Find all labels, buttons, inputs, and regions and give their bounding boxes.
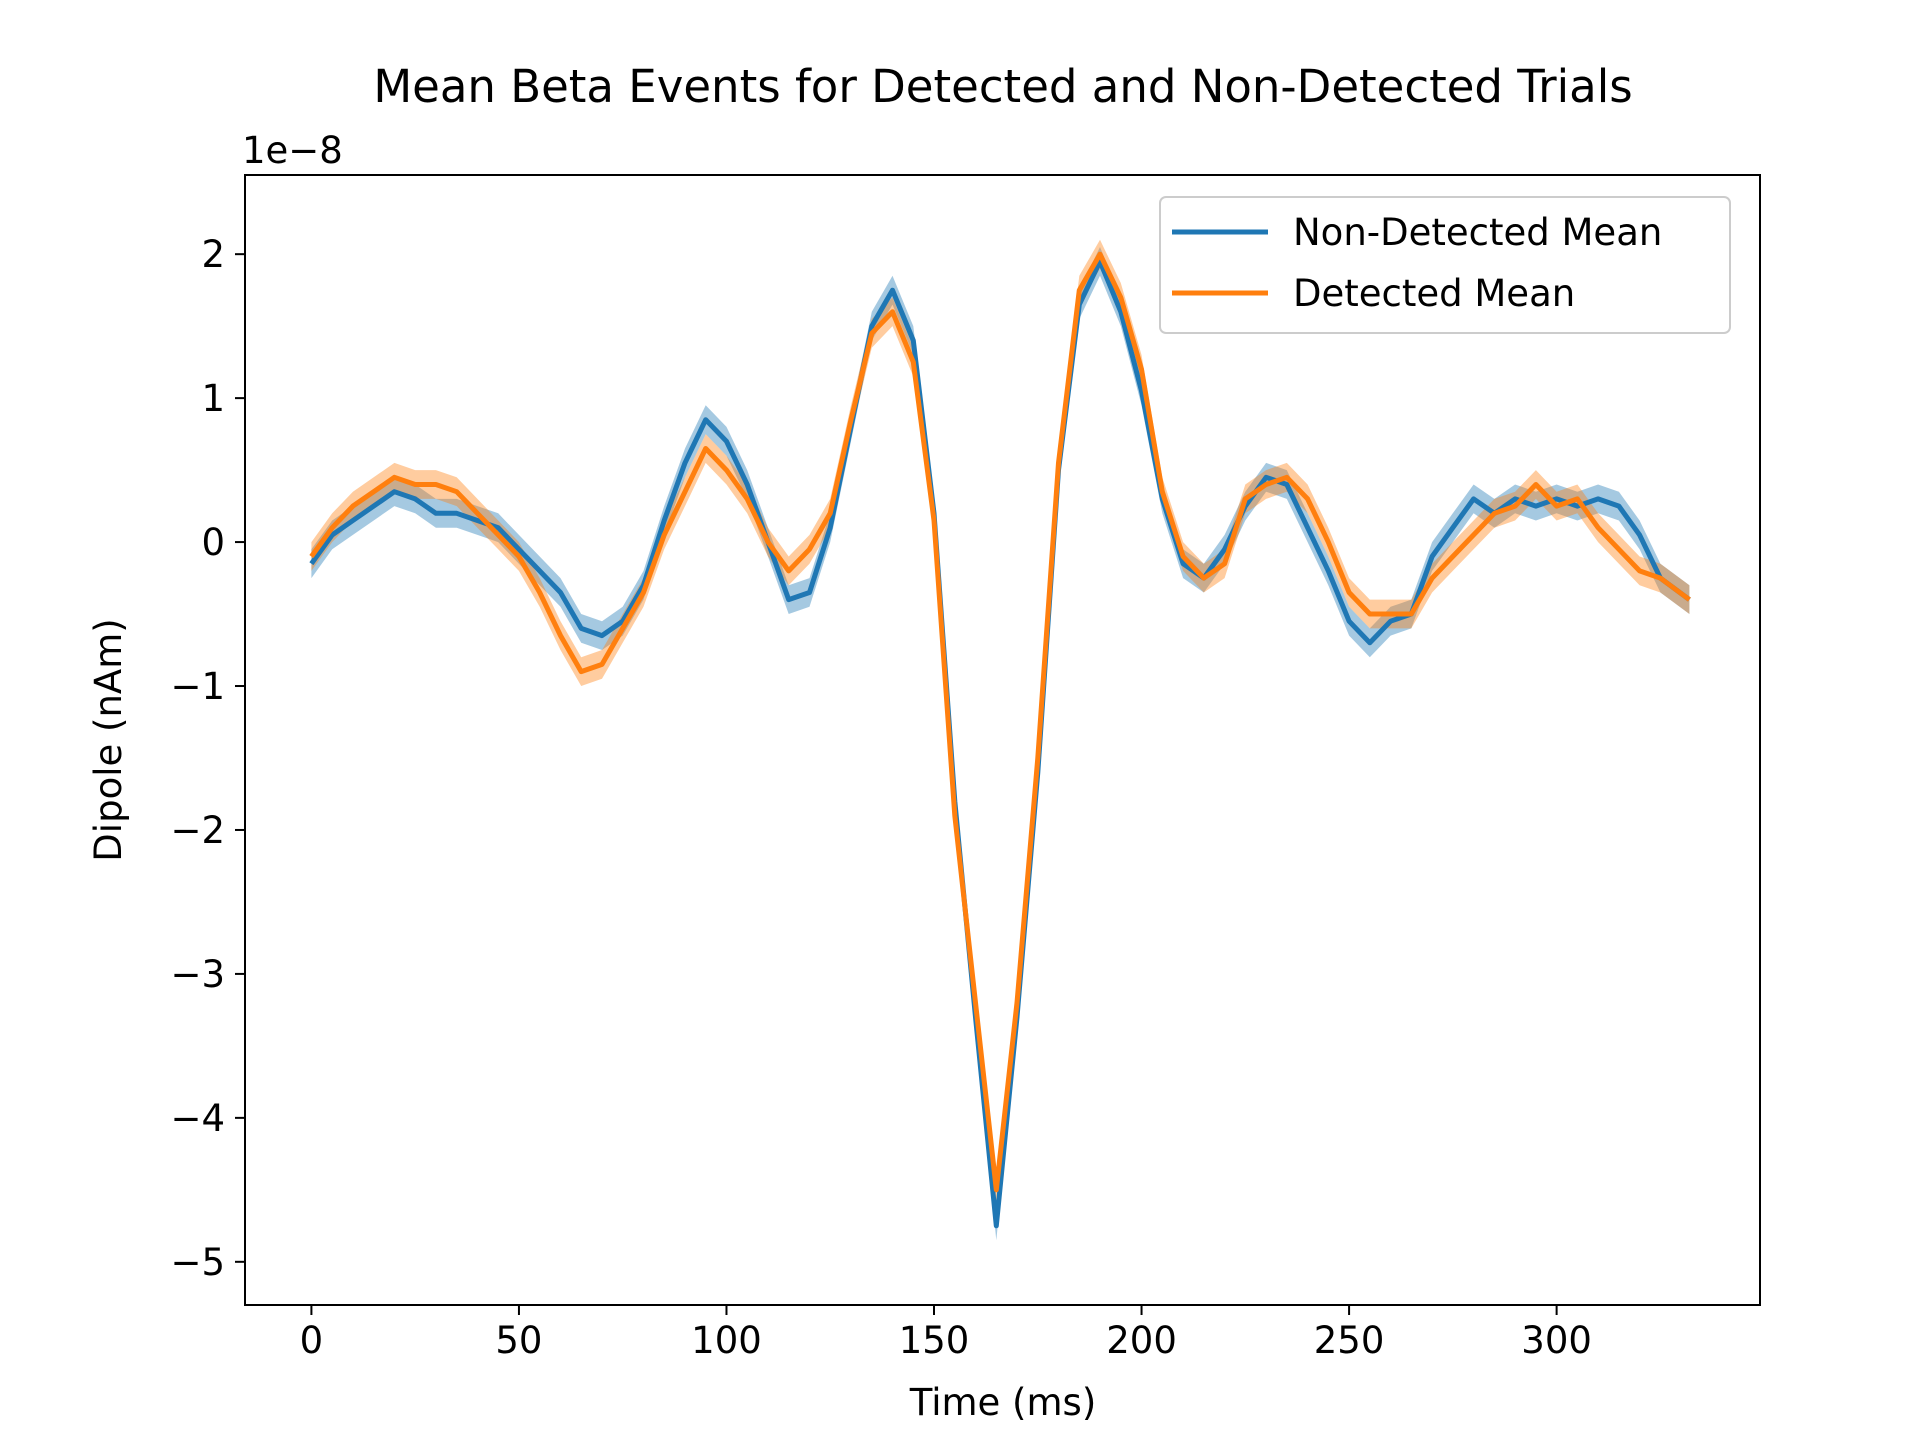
x-axis-ticks: 0 50 100 150 200 250 300 [300, 1305, 1592, 1362]
y-tick-label: 1 [201, 377, 225, 420]
series-lines [309, 251, 1691, 1229]
x-axis-label: Time (ms) [909, 1381, 1097, 1424]
series-line-0 [309, 258, 1691, 1229]
legend-box [1159, 196, 1731, 334]
x-tick-label: 0 [300, 1319, 324, 1362]
axes-frame [244, 174, 1761, 1306]
legend-label-detected: Detected Mean [1293, 272, 1575, 315]
legend-label-non-detected: Non-Detected Mean [1293, 211, 1662, 254]
x-tick-label: 200 [1106, 1319, 1177, 1362]
plot-area [245, 175, 1760, 1305]
y-tick-label: −4 [170, 1097, 225, 1140]
x-tick-label: 100 [691, 1319, 762, 1362]
y-tick-label: −5 [170, 1241, 225, 1284]
chart-title: Mean Beta Events for Detected and Non-De… [373, 60, 1632, 113]
x-tick-label: 250 [1314, 1319, 1385, 1362]
y-tick-label: −3 [170, 953, 225, 996]
y-axis-label: Dipole (nAm) [87, 618, 130, 861]
x-tick-label: 300 [1521, 1319, 1592, 1362]
x-tick-label: 50 [495, 1319, 542, 1362]
x-tick-label: 150 [899, 1319, 970, 1362]
y-axis-ticks: 2 1 0 −1 −2 −3 −4 −5 [170, 233, 245, 1284]
y-tick-label: 2 [201, 233, 225, 276]
series-line-1 [309, 251, 1691, 1193]
y-tick-label: −1 [170, 665, 225, 708]
y-tick-label: −2 [170, 809, 225, 852]
y-tick-label: 0 [201, 521, 225, 564]
legend: Non-Detected Mean Detected Mean [1159, 196, 1731, 334]
y-axis-offset-label: 1e−8 [242, 129, 343, 172]
